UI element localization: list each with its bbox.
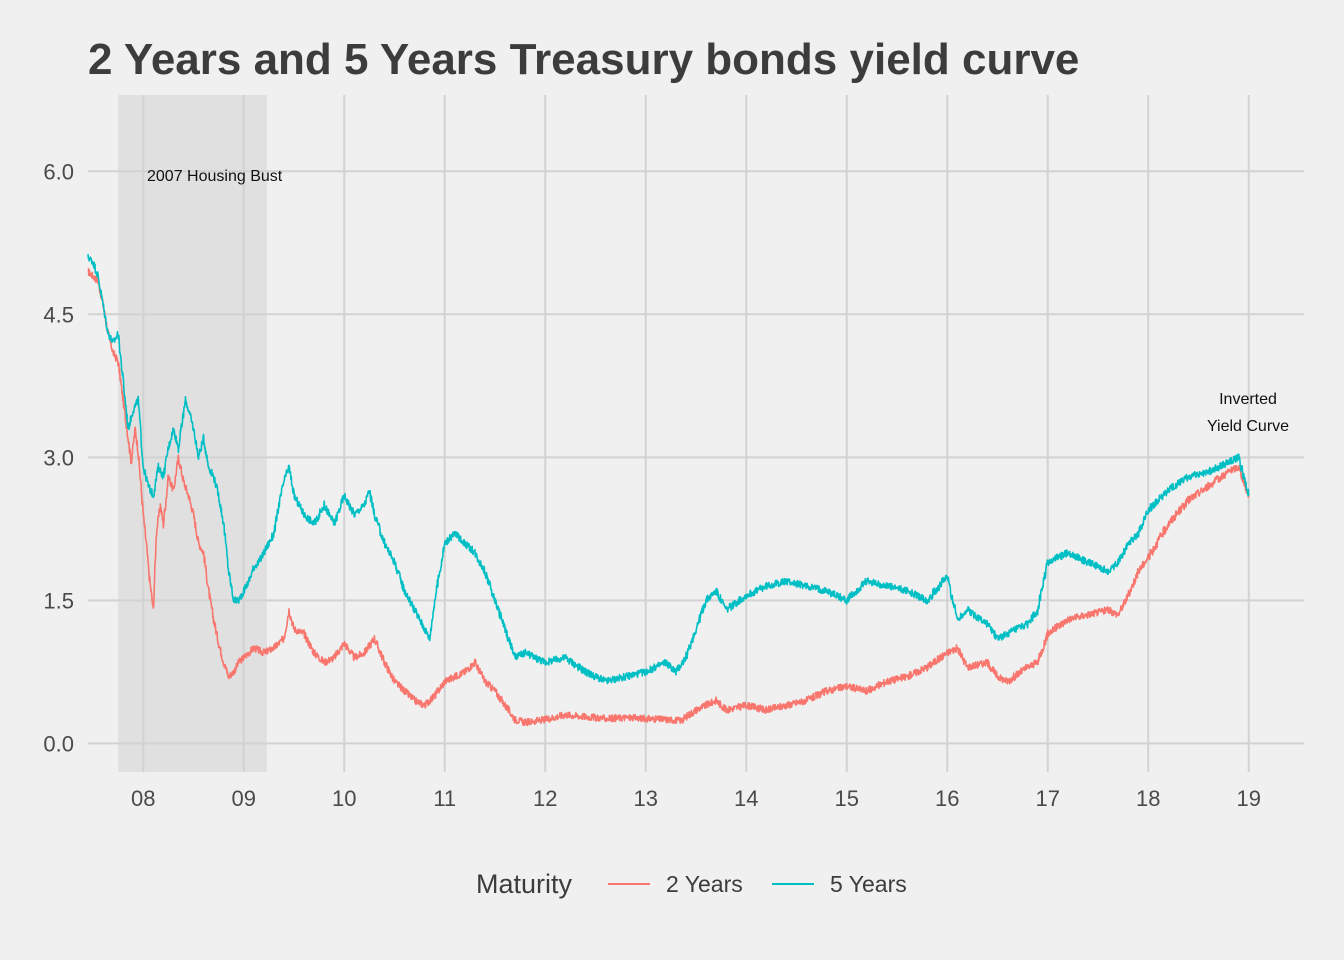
legend-label-5-years: 5 Years bbox=[830, 871, 907, 897]
x-tick-label: 13 bbox=[634, 786, 658, 811]
x-tick-label: 10 bbox=[332, 786, 356, 811]
y-tick-label: 6.0 bbox=[43, 159, 74, 184]
x-tick-label: 18 bbox=[1136, 786, 1160, 811]
y-tick-label: 3.0 bbox=[43, 445, 74, 470]
x-tick-label: 19 bbox=[1236, 786, 1260, 811]
axis-labels-layer: 0.0 1.5 3.0 4.5 6.0 08 09 10 11 12 13 14 15 16 17 18 19 bbox=[43, 159, 1261, 811]
y-tick-label: 1.5 bbox=[43, 588, 74, 613]
legend: Maturity 2 Years 5 Years bbox=[476, 869, 907, 899]
series-line-2-years bbox=[87, 267, 1250, 727]
x-tick-label: 08 bbox=[131, 786, 155, 811]
series-layer bbox=[87, 254, 1250, 727]
x-tick-label: 14 bbox=[734, 786, 758, 811]
x-tick-label: 12 bbox=[533, 786, 557, 811]
y-tick-label: 4.5 bbox=[43, 302, 74, 327]
x-tick-label: 09 bbox=[232, 786, 256, 811]
legend-title: Maturity bbox=[476, 869, 573, 899]
annotation-layer: 2007 Housing Bust Inverted Yield Curve bbox=[147, 168, 1289, 435]
y-tick-label: 0.0 bbox=[43, 731, 74, 756]
x-tick-label: 15 bbox=[835, 786, 859, 811]
grid-layer bbox=[88, 95, 1304, 772]
inverted-yield-curve-annotation: Inverted bbox=[1219, 391, 1277, 408]
x-tick-label: 16 bbox=[935, 786, 959, 811]
chart-title: 2 Years and 5 Years Treasury bonds yield… bbox=[88, 35, 1079, 84]
inverted-yield-curve-annotation: Yield Curve bbox=[1207, 418, 1289, 435]
x-tick-label: 17 bbox=[1035, 786, 1059, 811]
shaded-region-label: 2007 Housing Bust bbox=[147, 168, 283, 185]
legend-label-2-years: 2 Years bbox=[666, 871, 743, 897]
series-line-5-years bbox=[87, 254, 1250, 685]
x-tick-label: 11 bbox=[433, 786, 456, 811]
